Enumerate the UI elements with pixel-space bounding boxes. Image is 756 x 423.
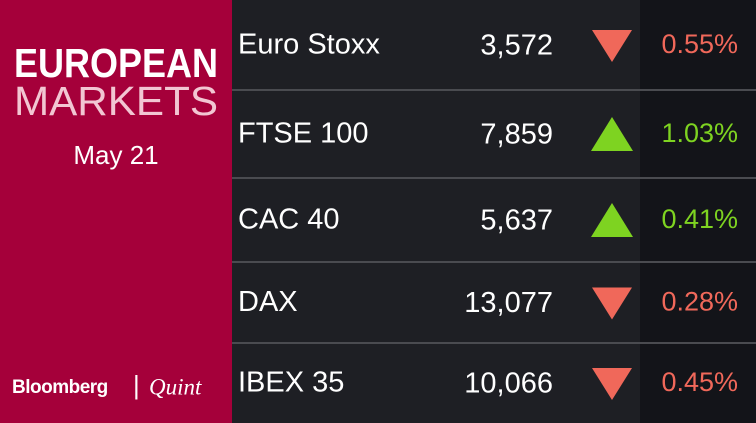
brand: Quint: [149, 374, 202, 399]
index-name: DAX: [238, 286, 298, 318]
index-name: IBEX 35: [238, 367, 344, 399]
index-value: 3,572: [480, 30, 553, 62]
index-change: 0.41%: [661, 204, 738, 234]
title-line: MARKETS: [14, 78, 218, 124]
index-change: 0.55%: [661, 29, 738, 59]
direction-arrow: [591, 117, 633, 151]
index-change: 0.45%: [661, 367, 738, 397]
table: Euro Stoxx 3,572 0.55% FTSE 100 7,859 1.03% CA…: [232, 29, 756, 400]
date: May 21: [73, 140, 158, 170]
direction-arrow: [592, 30, 632, 62]
index-value: 10,066: [464, 368, 553, 400]
side-panel: [0, 0, 232, 423]
index-change: 1.03%: [661, 118, 738, 148]
direction-arrow: [592, 368, 632, 400]
index-value: 7,859: [480, 119, 553, 151]
index-value: 13,077: [464, 287, 553, 319]
index-value: 5,637: [480, 205, 553, 237]
brand-separator: |: [133, 370, 140, 400]
title-line: EUROPEAN: [14, 40, 218, 86]
direction-arrow: [592, 287, 632, 320]
index-name: FTSE 100: [238, 118, 369, 150]
direction-arrow: [591, 203, 633, 237]
brand: Bloomberg: [12, 377, 108, 398]
index-change: 0.28%: [661, 287, 738, 317]
index-name: Euro Stoxx: [238, 29, 380, 61]
change-column: [640, 0, 756, 423]
index-name: CAC 40: [238, 204, 340, 236]
